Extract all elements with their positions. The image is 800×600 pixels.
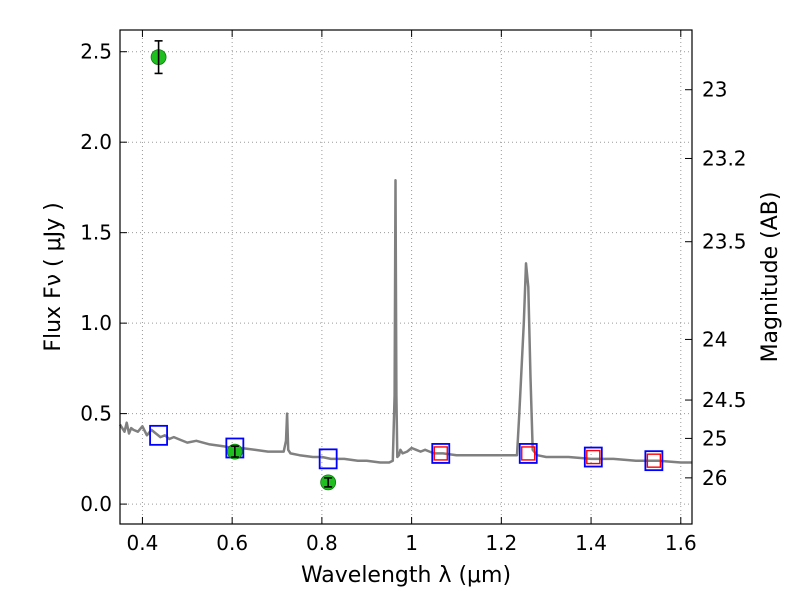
model-photometry-blue-point bbox=[318, 448, 338, 470]
plot-frame bbox=[119, 29, 693, 525]
y2-tick-label: 24.5 bbox=[702, 388, 747, 412]
y-tick-label: 2.0 bbox=[80, 130, 112, 154]
x-tick-label: 0.8 bbox=[306, 531, 338, 555]
model-photometry-red-point bbox=[521, 446, 536, 461]
model-photometry-red-point bbox=[433, 446, 448, 461]
y-tick-label: 0.0 bbox=[80, 492, 112, 516]
model-photometry-blue-point bbox=[583, 446, 603, 468]
y2-tick-label: 26 bbox=[702, 466, 727, 490]
y2-tick-label: 23 bbox=[702, 78, 727, 102]
model-sed-layer bbox=[118, 178, 692, 464]
x-axis-ticks: 0.4 0.6 0.8 1 1.2 1.4 1.6 bbox=[127, 30, 697, 555]
y2-tick-label: 23.5 bbox=[702, 230, 747, 254]
x-tick-label: 1 bbox=[405, 531, 418, 555]
y-tick-label: 1.5 bbox=[80, 221, 112, 245]
model-photometry-blue-point bbox=[149, 424, 168, 446]
model-photometry-blue-point bbox=[431, 443, 451, 464]
y-tick-label: 2.5 bbox=[80, 40, 112, 64]
x-tick-label: 1.2 bbox=[485, 531, 517, 555]
model-photometry-red-layer bbox=[433, 446, 662, 468]
y2-axis-label: Magnitude (AB) bbox=[758, 192, 783, 363]
y2-axis-ticks: 23 23.2 23.5 24 24.5 25 26 bbox=[685, 78, 747, 490]
model-photometry-red-point bbox=[586, 449, 601, 465]
y-tick-label: 1.0 bbox=[80, 311, 112, 335]
grid bbox=[120, 30, 692, 524]
x-tick-label: 0.6 bbox=[216, 531, 248, 555]
model-sed-line bbox=[118, 178, 692, 464]
observed-photometry-layer bbox=[150, 40, 337, 491]
x-tick-label: 0.4 bbox=[127, 531, 159, 555]
y-axis-label: Flux Fν ( μJy ) bbox=[41, 202, 66, 351]
x-axis-label: Wavelength λ (μm) bbox=[301, 563, 511, 588]
y2-tick-label: 23.2 bbox=[702, 146, 747, 170]
x-tick-label: 1.4 bbox=[575, 531, 607, 555]
model-photometry-red-point bbox=[646, 453, 662, 468]
model-photometry-blue-point bbox=[644, 450, 664, 472]
y-axis-ticks: 0.0 0.5 1.0 1.5 2.0 2.5 bbox=[80, 40, 127, 516]
y2-tick-label: 25 bbox=[702, 426, 727, 450]
y-tick-label: 0.5 bbox=[80, 402, 112, 426]
model-photometry-blue-point bbox=[518, 443, 538, 464]
y2-tick-label: 24 bbox=[702, 327, 727, 351]
x-tick-label: 1.6 bbox=[665, 531, 697, 555]
